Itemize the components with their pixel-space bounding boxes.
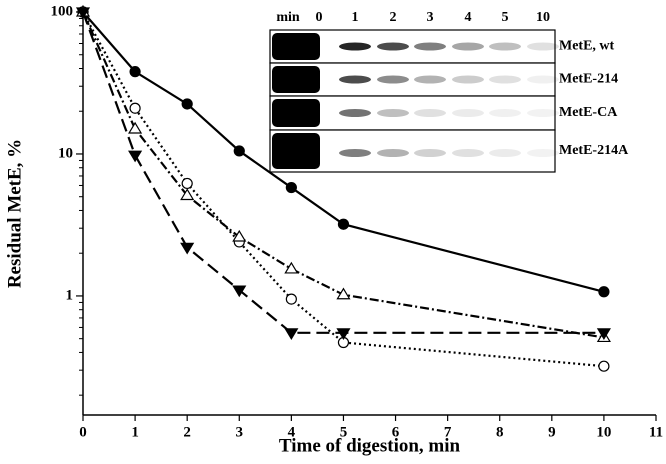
marker: [128, 150, 143, 163]
marker: [284, 328, 299, 340]
gel-band: [377, 42, 409, 51]
gel-band: [377, 109, 409, 117]
gel-band: [339, 75, 371, 84]
x-tick-label: 3: [236, 424, 244, 440]
marker: [596, 328, 611, 340]
gel-band-saturated: [272, 133, 320, 169]
marker: [285, 181, 297, 194]
row-label: MetE-214: [559, 72, 618, 87]
x-tick-label: 5: [340, 424, 348, 440]
marker: [180, 188, 195, 201]
gel-band: [489, 149, 521, 157]
x-tick-label: 9: [548, 424, 556, 440]
lane-label: 2: [390, 10, 397, 25]
gel-band: [452, 42, 484, 51]
marker: [232, 285, 247, 298]
marker: [336, 287, 351, 300]
lane-label: 1: [352, 10, 359, 25]
marker: [129, 66, 141, 78]
x-tick-label: 4: [288, 424, 296, 440]
gel-band: [489, 42, 521, 51]
gel-band: [452, 109, 484, 117]
y-axis-title: Residual MetE, %: [4, 139, 25, 288]
row-label: MetE, wt: [559, 39, 615, 54]
gel-band: [527, 75, 559, 84]
gel-band: [489, 75, 521, 84]
gel-band-saturated: [272, 33, 320, 60]
gel-band: [414, 75, 446, 84]
marker: [336, 328, 351, 340]
lane-label: 4: [465, 10, 472, 25]
gel-band: [452, 149, 484, 157]
x-tick-label: 11: [649, 424, 663, 440]
gel-band: [414, 149, 446, 157]
marker: [598, 360, 610, 372]
gel-band: [339, 109, 371, 117]
lane-label: 5: [502, 10, 509, 25]
gel-band: [489, 109, 521, 117]
lane-label: 10: [536, 10, 550, 25]
gel-band: [527, 149, 559, 157]
marker: [129, 102, 141, 114]
marker: [128, 121, 143, 134]
marker: [285, 293, 297, 305]
gel-band: [527, 109, 559, 117]
y-tick-label: 1: [66, 287, 74, 303]
x-tick-label: 2: [183, 424, 191, 440]
row-label: MetE-214A: [559, 143, 629, 158]
x-tick-label: 7: [444, 424, 452, 440]
gel-band: [339, 149, 371, 157]
lane-label: 0: [316, 10, 323, 25]
gel-band-saturated: [272, 66, 320, 93]
marker: [181, 98, 193, 110]
gel-band: [414, 109, 446, 117]
marker: [233, 145, 245, 157]
gel-band: [452, 75, 484, 84]
marker: [180, 242, 195, 255]
gel-band: [339, 42, 371, 51]
gel-band: [414, 42, 446, 51]
gel-band: [527, 42, 559, 51]
y-tick-label: 10: [58, 145, 73, 161]
x-tick-label: 1: [131, 424, 139, 440]
marker: [75, 7, 91, 20]
gel-band: [377, 149, 409, 157]
x-axis-title: Time of digestion, min: [279, 435, 461, 456]
marker: [598, 286, 610, 298]
x-tick-label: 10: [596, 424, 611, 440]
lane-label: 3: [427, 10, 434, 25]
marker: [181, 177, 193, 190]
gel-band: [377, 75, 409, 84]
y-tick-label: 100: [51, 3, 74, 19]
x-tick-label: 0: [79, 424, 87, 440]
marker: [232, 229, 247, 242]
row-label: MetE-CA: [559, 105, 618, 120]
inset-header: min: [276, 10, 300, 25]
marker: [284, 261, 299, 274]
gel-band-saturated: [272, 99, 320, 127]
x-tick-label: 8: [496, 424, 504, 440]
x-tick-label: 6: [392, 424, 400, 440]
marker: [337, 218, 350, 230]
